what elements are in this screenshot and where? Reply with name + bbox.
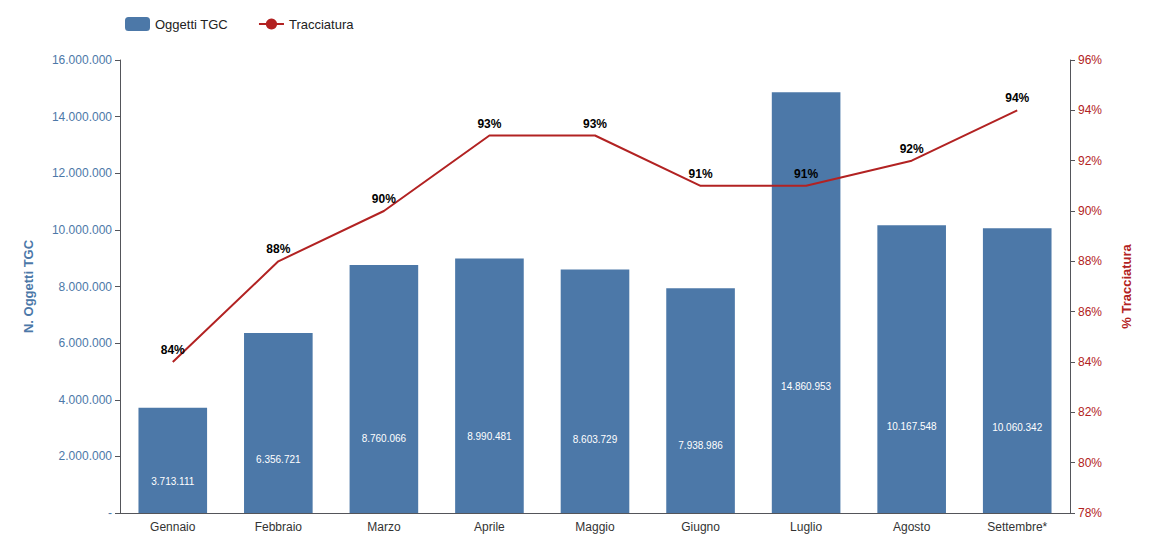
svg-text:12.000.000: 12.000.000	[52, 166, 112, 180]
svg-text:80%: 80%	[1078, 456, 1102, 470]
svg-text:4.000.000: 4.000.000	[59, 393, 113, 407]
svg-text:Agosto: Agosto	[893, 520, 931, 534]
svg-text:8.000.000: 8.000.000	[59, 280, 113, 294]
svg-text:90%: 90%	[1078, 204, 1102, 218]
svg-text:91%: 91%	[689, 167, 713, 181]
svg-text:3.713.111: 3.713.111	[151, 476, 194, 487]
svg-text:14.000.000: 14.000.000	[52, 110, 112, 124]
svg-text:Tracciatura: Tracciatura	[289, 17, 354, 32]
svg-text:10.167.548: 10.167.548	[887, 421, 937, 432]
svg-text:Giugno: Giugno	[681, 520, 720, 534]
svg-text:% Tracciatura: % Tracciatura	[1119, 243, 1134, 328]
svg-text:88%: 88%	[266, 242, 290, 256]
svg-text:8.603.729: 8.603.729	[573, 434, 618, 445]
svg-text:93%: 93%	[477, 117, 501, 131]
svg-text:96%: 96%	[1078, 53, 1102, 67]
svg-text:84%: 84%	[161, 343, 185, 357]
svg-text:Marzo: Marzo	[367, 520, 401, 534]
svg-text:86%: 86%	[1078, 305, 1102, 319]
svg-text:90%: 90%	[372, 192, 396, 206]
svg-text:6.356.721: 6.356.721	[256, 454, 301, 465]
svg-text:-: -	[108, 506, 112, 520]
svg-text:Aprile: Aprile	[474, 520, 505, 534]
svg-text:92%: 92%	[900, 142, 924, 156]
svg-text:7.938.986: 7.938.986	[678, 440, 723, 451]
svg-text:14.860.953: 14.860.953	[781, 381, 831, 392]
svg-text:78%: 78%	[1078, 506, 1102, 520]
svg-text:93%: 93%	[583, 117, 607, 131]
svg-text:8.760.066: 8.760.066	[362, 433, 407, 444]
svg-text:Oggetti TGC: Oggetti TGC	[155, 17, 228, 32]
svg-text:94%: 94%	[1005, 91, 1029, 105]
svg-text:88%: 88%	[1078, 254, 1102, 268]
svg-text:2.000.000: 2.000.000	[59, 449, 113, 463]
svg-text:Gennaio: Gennaio	[150, 520, 196, 534]
svg-text:91%: 91%	[794, 167, 818, 181]
svg-text:16.000.000: 16.000.000	[52, 53, 112, 67]
svg-text:10.000.000: 10.000.000	[52, 223, 112, 237]
svg-text:10.060.342: 10.060.342	[992, 422, 1042, 433]
svg-text:8.990.481: 8.990.481	[467, 431, 512, 442]
svg-text:Settembre*: Settembre*	[987, 520, 1047, 534]
svg-text:Luglio: Luglio	[790, 520, 822, 534]
svg-text:Maggio: Maggio	[575, 520, 615, 534]
svg-text:82%: 82%	[1078, 405, 1102, 419]
svg-text:6.000.000: 6.000.000	[59, 336, 113, 350]
svg-text:84%: 84%	[1078, 355, 1102, 369]
svg-text:92%: 92%	[1078, 154, 1102, 168]
svg-text:N. Oggetti TGC: N. Oggetti TGC	[21, 239, 36, 333]
svg-text:94%: 94%	[1078, 103, 1102, 117]
svg-text:Febbraio: Febbraio	[255, 520, 303, 534]
